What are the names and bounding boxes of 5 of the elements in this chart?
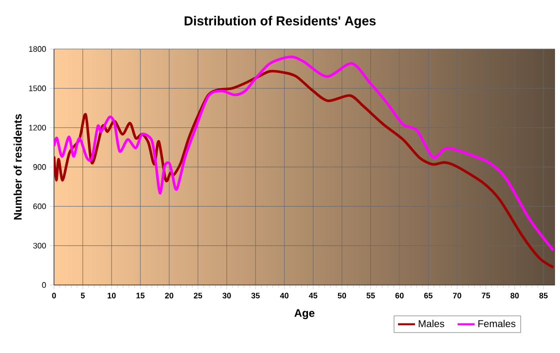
legend-label: Males — [418, 320, 444, 328]
legend-label: Females — [478, 320, 516, 328]
y-axis-title: Number of residents — [14, 114, 22, 220]
x-axis-title: Age — [294, 309, 314, 320]
chart-title: Distribution of Residents' Ages — [184, 16, 376, 28]
